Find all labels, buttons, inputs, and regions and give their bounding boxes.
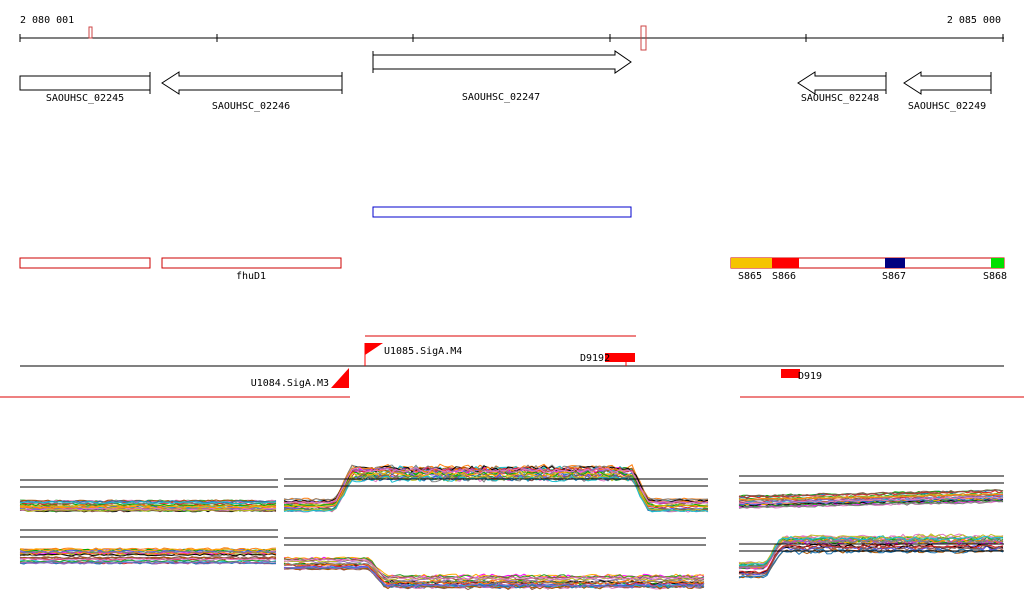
profile-trace xyxy=(19,508,277,512)
profile-trace xyxy=(20,507,277,511)
gene-saouhsc-02248[interactable]: SAOUHSC_02248 xyxy=(797,71,887,104)
gene-saouhsc-02247[interactable]: SAOUHSC_02247 xyxy=(372,50,632,103)
profile-trace xyxy=(738,544,1004,576)
promoter-flag-icon[interactable] xyxy=(365,343,383,355)
profile-trace xyxy=(739,499,1004,508)
feature-track: fhuD1 S865 S866 S867 S868 xyxy=(19,257,1007,282)
profile-trace xyxy=(19,548,277,552)
gene-track: SAOUHSC_02245 SAOUHSC_02246 SAOUHSC_0224… xyxy=(19,50,992,112)
profile-trace xyxy=(19,500,277,504)
profile-panel xyxy=(738,475,1004,509)
gene-label: SAOUHSC_02247 xyxy=(462,92,540,103)
segment-track: S865 S866 S867 S868 xyxy=(730,257,1007,282)
gene-saouhsc-02246[interactable]: SAOUHSC_02246 xyxy=(161,71,343,112)
segment-label: S868 xyxy=(983,271,1007,282)
segment-s865[interactable] xyxy=(731,258,772,268)
gene-label: SAOUHSC_02249 xyxy=(908,101,986,112)
fhud1-feature-box[interactable] xyxy=(161,257,342,269)
gene-arrow[interactable] xyxy=(19,75,151,91)
segment-s868[interactable] xyxy=(991,258,1004,268)
fhud1-label: fhuD1 xyxy=(236,271,266,282)
blue-feature-box[interactable] xyxy=(372,206,632,218)
profile-trace xyxy=(738,496,1004,505)
ruler-ticks xyxy=(19,34,1004,42)
profile-panel xyxy=(283,537,706,591)
ruler-marker-current[interactable] xyxy=(640,25,647,51)
segment-label: S865 xyxy=(738,271,762,282)
profile-trace xyxy=(738,493,1004,501)
regulatory-track: U1085.SigA.M4 U1084.SigA.M3 D9192 D919 xyxy=(0,335,1024,398)
profile-panel xyxy=(738,533,1004,579)
gene-saouhsc-02249[interactable]: SAOUHSC_02249 xyxy=(903,71,992,112)
gene-arrow[interactable] xyxy=(903,71,992,95)
promoter-flag-icon[interactable] xyxy=(331,368,349,388)
profile-trace xyxy=(19,501,277,505)
terminator-overlap-label: D9192 xyxy=(580,353,610,364)
promoter-u1085[interactable]: U1085.SigA.M4 xyxy=(364,343,462,366)
coordinate-ruler: 2 080 001 2 085 000 xyxy=(19,15,1004,51)
gene-label: SAOUHSC_02245 xyxy=(46,93,124,104)
promoter-label: U1084.SigA.M3 xyxy=(251,378,329,389)
gene-arrow[interactable] xyxy=(372,50,632,74)
ruler-marker-small[interactable] xyxy=(88,26,93,39)
profile-panel xyxy=(283,463,709,513)
profile-panel xyxy=(19,529,278,565)
profile-trace xyxy=(19,550,277,554)
terminator-box[interactable] xyxy=(781,369,800,378)
profile-trace xyxy=(738,489,1004,498)
profile-trace xyxy=(19,557,277,561)
gene-saouhsc-02245[interactable]: SAOUHSC_02245 xyxy=(19,72,151,104)
profile-trace xyxy=(19,557,277,561)
profile-trace xyxy=(283,562,705,585)
terminator-box[interactable] xyxy=(605,353,635,362)
profile-trace xyxy=(19,506,277,510)
profile-trace xyxy=(283,470,709,508)
promoter-u1084[interactable]: U1084.SigA.M3 xyxy=(251,368,349,389)
gene-label: SAOUHSC_02246 xyxy=(212,101,290,112)
terminator-d919[interactable]: D919 xyxy=(781,369,822,382)
segment-label: S866 xyxy=(772,271,796,282)
profile-trace xyxy=(283,558,705,581)
profile-trace xyxy=(738,545,1004,576)
gene-label: SAOUHSC_02248 xyxy=(801,93,879,104)
profile-trace xyxy=(283,475,709,513)
profile-trace xyxy=(19,560,277,565)
profile-trace xyxy=(19,551,277,555)
terminator-label: D919 xyxy=(798,371,822,382)
profile-trace xyxy=(738,500,1004,509)
promoter-label: U1085.SigA.M4 xyxy=(384,346,462,357)
coord-end-label: 2 085 000 xyxy=(947,15,1001,26)
profile-trace xyxy=(283,565,705,589)
profile-trace xyxy=(738,494,1004,504)
segment-label: S867 xyxy=(882,271,906,282)
gene-arrow[interactable] xyxy=(797,71,887,95)
segment-s867[interactable] xyxy=(885,258,905,268)
profile-trace xyxy=(738,533,1004,564)
profile-trace xyxy=(19,556,277,560)
segment-s866[interactable] xyxy=(772,258,799,268)
gene-arrow[interactable] xyxy=(161,71,343,95)
profile-panel xyxy=(19,479,278,513)
feature-box[interactable] xyxy=(19,257,151,269)
profile-trace xyxy=(19,553,277,557)
coord-start-label: 2 080 001 xyxy=(20,15,74,26)
profile-trace xyxy=(738,535,1004,566)
expression-profiles xyxy=(19,463,1004,591)
profile-trace xyxy=(738,537,1004,568)
profile-trace xyxy=(283,466,709,505)
terminator-overlap[interactable]: D9192 xyxy=(580,353,635,366)
